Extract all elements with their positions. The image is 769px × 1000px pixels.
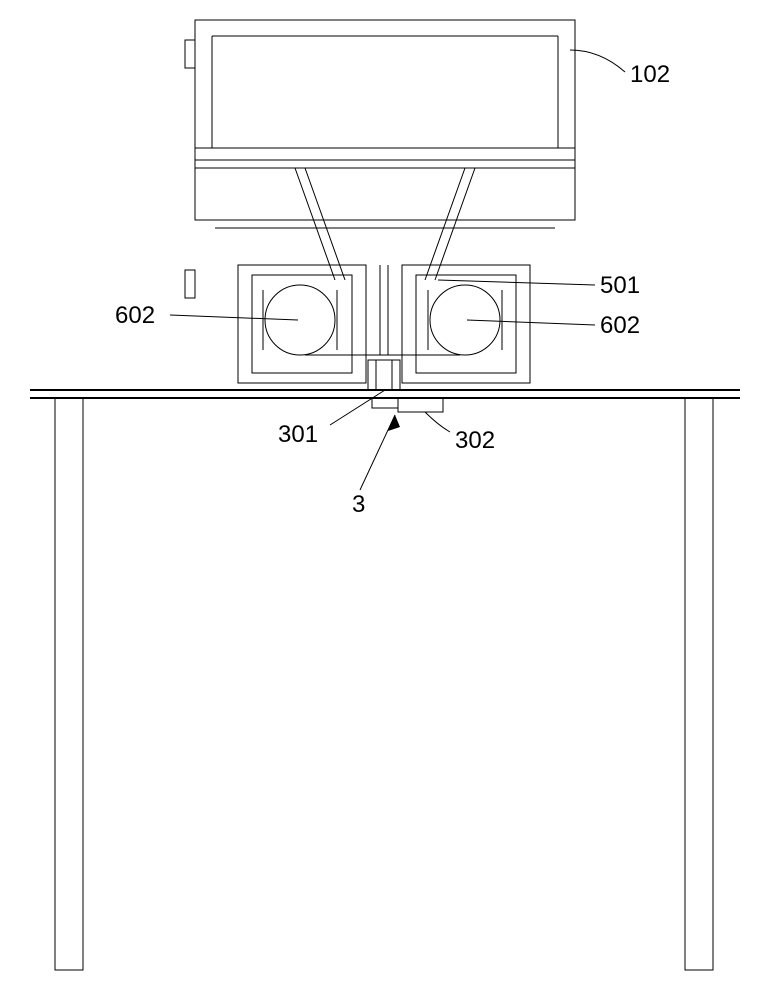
label-3-text: 3 (352, 491, 365, 518)
v-lines (295, 168, 475, 280)
label-602-left-text: 602 (115, 302, 155, 329)
table-surface (30, 390, 740, 398)
label-302: 302 (425, 412, 495, 454)
roller-right (430, 285, 500, 355)
circle-inner-frames (263, 290, 502, 350)
label-102: 102 (570, 50, 670, 88)
arrow-head-icon (388, 415, 400, 431)
center-divider (380, 265, 388, 355)
label-102-text: 102 (630, 61, 670, 88)
label-501-text: 501 (600, 272, 640, 299)
circle-housing-left (238, 265, 366, 383)
label-602-right-text: 602 (600, 312, 640, 339)
label-3: 3 (352, 415, 400, 518)
lower-section (215, 220, 555, 228)
label-301-text: 301 (278, 421, 318, 448)
label-302-text: 302 (455, 427, 495, 454)
table-legs (55, 398, 713, 970)
label-602-left: 602 (115, 302, 298, 329)
roller-left (265, 285, 335, 355)
label-602-right: 602 (467, 312, 640, 339)
mechanical-diagram: 102 501 602 602 301 302 3 (0, 0, 769, 1000)
below-block (372, 398, 443, 412)
upper-housing (185, 20, 575, 298)
